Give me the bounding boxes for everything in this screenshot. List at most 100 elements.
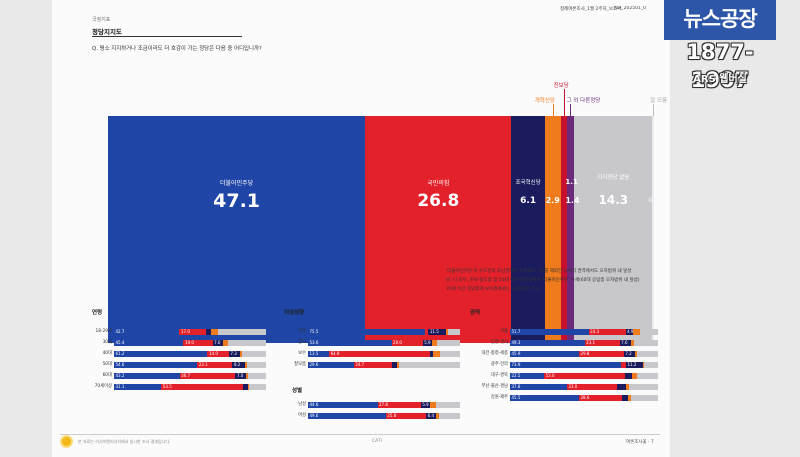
row-label: 서울 [500,329,508,334]
stack-value-label: 7.6 [621,340,628,345]
stack-segment-ppp [161,384,243,390]
stack-segment-reform [446,329,448,335]
stack-segment-ppp [579,351,624,357]
leader-line [552,104,554,116]
stack-value-label: 6.4 [427,413,435,418]
stack-value-label: 14.0 [208,351,218,356]
stack-value-label: 25.8 [387,413,397,418]
stack-segment-dem [308,413,386,419]
stack-segment-none [629,384,658,390]
stack-segment-rebuild [619,340,632,346]
stack-segment-reform [631,340,635,346]
ars-badge: ARS 웹버실 [693,74,747,85]
stack-segment-dem [308,362,354,368]
bar-segment-rebuild [511,116,545,343]
stack-segment-none [630,395,658,401]
stack-segment-ppp [179,329,206,335]
stack-segment-reform [223,340,228,346]
stack-value-label: 19.0 [184,340,194,345]
stack-value-label: 11.2 [627,362,637,367]
stack-value-label: 54.6 [115,362,125,367]
row-label: 진보 [298,329,306,334]
stack-segment-dem [114,384,162,390]
stack-segment-dem [114,329,180,335]
stack-segment-dem [510,329,589,335]
footer-rule [60,434,660,435]
breakdown-title: 연령 [92,310,103,316]
stack-segment-rebuild [430,351,434,357]
stack-segment-dem [510,351,580,357]
stack-value-label: 43.2 [115,373,125,378]
row-label: 강원·제주 [490,395,508,400]
stack-value-label: 53.6 [309,340,319,345]
stack-segment-reform [248,384,250,390]
stack-value-label: 7.0 [236,373,244,378]
stack-segment-none [634,340,658,346]
stack-value-label: 53.0 [545,373,555,378]
footer-right: 여론조사꽃 · 7 [626,440,654,445]
row-label: 50대 [102,362,112,367]
stack-segment-reform [240,351,243,357]
stack-value-label: 4.9 [627,329,634,334]
segment-value-label: 1.4 [565,196,580,205]
stack-segment-ppp [424,329,429,335]
row-label: 70세이상 [94,384,112,389]
stack-value-label: 28.6 [580,395,590,400]
stack-segment-reform [633,329,640,335]
stack-segment-ppp [621,362,626,368]
stack-segment-ppp [377,402,421,408]
stack-value-label: 51.7 [511,329,521,334]
stack-value-label: 45.4 [115,340,125,345]
row-label: 대구·경북 [490,373,508,378]
stack-segment-reform [625,384,630,390]
stack-segment-rebuild [626,362,643,368]
years-caption: 1877-1907 [686,40,754,92]
stack-value-label: 27.8 [379,402,388,407]
stack-segment-ppp [385,413,427,419]
stack-value-label: 7.3 [230,351,237,356]
stack-segment-ppp [183,340,213,346]
stack-segment-rebuild [426,413,437,419]
stack-segment-rebuild [420,402,431,408]
stack-value-label: 75.5 [309,329,319,334]
stack-segment-dem [308,329,425,335]
stack-segment-none [247,373,266,379]
stack-segment-ppp [588,329,626,335]
row-label: 부산·울산·경남 [481,384,508,389]
stack-value-label: 13.5 [309,351,319,356]
stack-segment-ppp [353,362,393,368]
stack-segment-none [227,340,266,346]
stack-value-label: 49.6 [309,413,319,418]
segment-name-label: 국민의힘 [427,180,450,187]
stack-segment-none [249,384,266,390]
section-title: 정당지지도 [92,28,122,36]
stack-segment-dem [308,340,392,346]
stack-segment-none [636,373,658,379]
stack-segment-ppp [544,373,625,379]
stack-segment-reform [433,351,440,357]
stack-value-label: 37.8 [511,384,521,389]
question-text: Q. 평소 지지하거나 조금이라도 더 호감이 가는 정당은 다음 중 어디입니… [92,46,262,52]
row-label: 보수 [298,351,306,356]
stack-value-label: 44.6 [309,402,319,407]
stack-value-label: 73.9 [511,362,521,367]
segment-value-label: 2.9 [545,196,560,205]
stack-value-label: 7.2 [625,351,632,356]
stack-segment-rebuild [624,373,633,379]
row-label: 30대 [102,340,112,345]
stack-segment-ppp [197,362,233,368]
stack-segment-none [436,402,460,408]
stack-segment-rebuild [623,351,635,357]
stack-segment-rebuild [235,373,247,379]
segment-name-label: 개혁신당 [534,98,555,104]
row-label: 여성 [298,413,306,418]
stack-segment-reform [632,373,637,379]
section-small-label: 국정지표 [92,17,111,23]
segment-name-label: 그 외 다른정당 [566,98,601,104]
stack-value-label: 61.2 [115,351,125,356]
stack-segment-dem [114,351,208,357]
stack-segment-none [398,362,460,368]
segment-value-label: 6.1 [520,196,537,206]
stack-segment-rebuild [232,362,245,368]
note-line: '더불어민주당'이 수도권과 호남권에서 우세했고, TK를 제외한 나머지 권… [446,269,632,274]
